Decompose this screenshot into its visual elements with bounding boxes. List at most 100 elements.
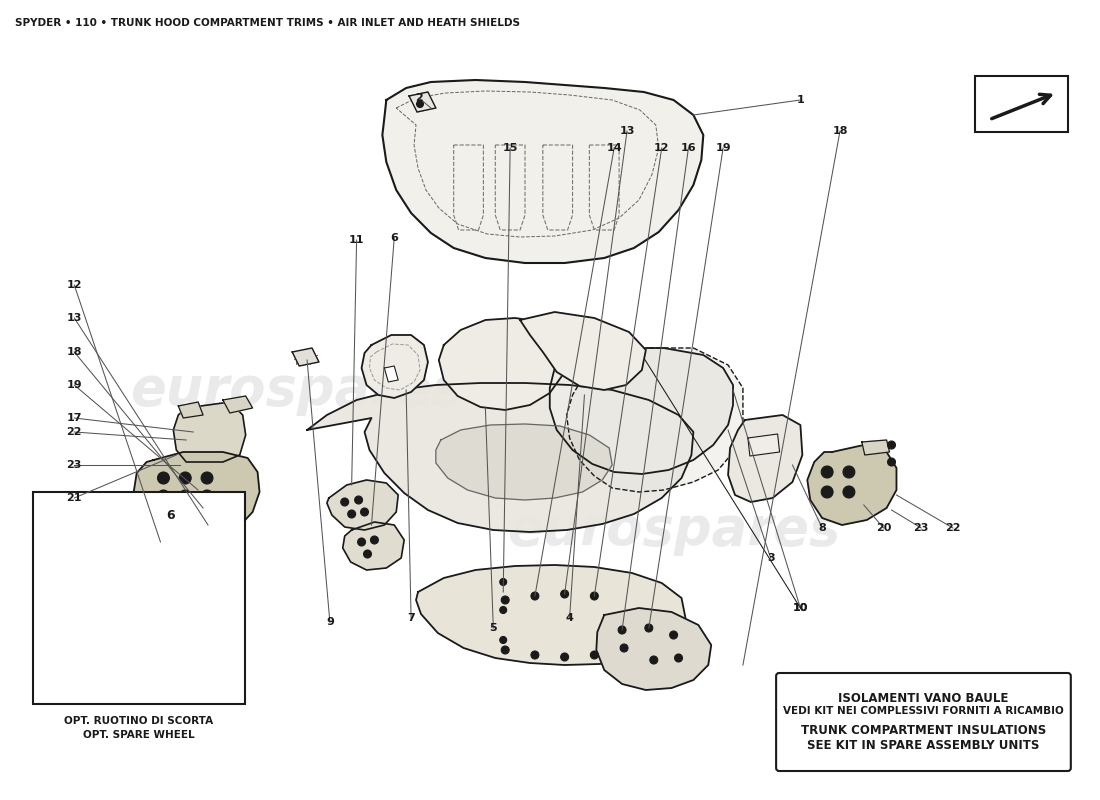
Polygon shape [307, 383, 693, 532]
FancyBboxPatch shape [33, 492, 245, 704]
Circle shape [561, 590, 569, 598]
Text: 14: 14 [606, 143, 621, 153]
Text: 20: 20 [876, 523, 891, 533]
Text: VEDI KIT NEI COMPLESSIVI FORNITI A RICAMBIO: VEDI KIT NEI COMPLESSIVI FORNITI A RICAM… [783, 706, 1064, 716]
Text: eurospares: eurospares [507, 504, 840, 556]
Circle shape [205, 544, 212, 552]
Polygon shape [174, 402, 245, 462]
Text: SEE KIT IN SPARE ASSEMBLY UNITS: SEE KIT IN SPARE ASSEMBLY UNITS [807, 739, 1040, 752]
Text: 5: 5 [490, 623, 497, 633]
Circle shape [499, 637, 507, 643]
Circle shape [645, 624, 652, 632]
Circle shape [201, 472, 213, 484]
Polygon shape [293, 348, 319, 366]
Circle shape [201, 508, 213, 520]
Text: 17: 17 [66, 413, 82, 423]
Text: 18: 18 [66, 347, 82, 357]
Circle shape [179, 472, 191, 484]
Text: eurospares: eurospares [131, 364, 464, 416]
Circle shape [361, 508, 368, 516]
Bar [976, 76, 1068, 132]
Text: TRUNK COMPARTMENT INSULATIONS: TRUNK COMPARTMENT INSULATIONS [801, 724, 1046, 737]
Polygon shape [566, 348, 742, 492]
Circle shape [843, 486, 855, 498]
Polygon shape [550, 348, 733, 474]
Circle shape [348, 510, 355, 518]
Polygon shape [65, 525, 213, 630]
Text: 18: 18 [833, 126, 848, 136]
Text: 6: 6 [166, 509, 175, 522]
Polygon shape [436, 424, 613, 500]
Text: ISOLAMENTI VANO BAULE: ISOLAMENTI VANO BAULE [838, 692, 1009, 705]
Text: 7: 7 [407, 613, 415, 623]
Circle shape [502, 596, 509, 604]
Text: 4: 4 [565, 613, 573, 623]
Text: 9: 9 [326, 617, 333, 627]
Text: 11: 11 [349, 235, 364, 245]
Text: 3: 3 [767, 553, 774, 563]
Text: 10: 10 [793, 603, 808, 613]
Circle shape [502, 646, 509, 654]
Text: 6: 6 [390, 233, 398, 243]
Polygon shape [223, 396, 253, 413]
Polygon shape [327, 480, 398, 530]
Circle shape [591, 592, 598, 600]
Circle shape [179, 508, 191, 520]
Circle shape [650, 656, 658, 664]
Circle shape [417, 101, 424, 107]
Circle shape [670, 631, 678, 639]
Circle shape [531, 651, 539, 659]
Text: 23: 23 [67, 460, 82, 470]
Polygon shape [596, 608, 712, 690]
Circle shape [822, 466, 833, 478]
Text: 13: 13 [619, 126, 635, 136]
Circle shape [157, 472, 169, 484]
Polygon shape [807, 445, 896, 525]
Polygon shape [383, 80, 703, 263]
Text: 13: 13 [67, 313, 82, 323]
Text: 19: 19 [715, 143, 730, 153]
Text: 22: 22 [945, 523, 960, 533]
Text: 8: 8 [818, 523, 826, 533]
Circle shape [201, 490, 213, 502]
Text: 12: 12 [66, 280, 82, 290]
Polygon shape [178, 402, 204, 418]
Circle shape [561, 653, 569, 661]
Circle shape [179, 490, 191, 502]
Text: 2: 2 [415, 93, 422, 103]
Text: 19: 19 [66, 380, 82, 390]
Circle shape [354, 496, 363, 504]
Text: SPYDER • 110 • TRUNK HOOD COMPARTMENT TRIMS • AIR INLET AND HEATH SHIELDS: SPYDER • 110 • TRUNK HOOD COMPARTMENT TR… [15, 18, 520, 28]
Circle shape [531, 592, 539, 600]
Text: 23: 23 [913, 523, 928, 533]
Circle shape [156, 538, 164, 546]
Text: 21: 21 [66, 493, 82, 503]
Circle shape [888, 458, 895, 466]
Polygon shape [134, 452, 260, 540]
Text: OPT. SPARE WHEEL: OPT. SPARE WHEEL [84, 730, 195, 740]
Circle shape [229, 538, 236, 546]
FancyBboxPatch shape [777, 673, 1070, 771]
Circle shape [620, 644, 628, 652]
Circle shape [591, 651, 598, 659]
Polygon shape [728, 415, 802, 502]
Polygon shape [416, 565, 685, 665]
Circle shape [618, 626, 626, 634]
Text: 15: 15 [503, 143, 518, 153]
Circle shape [674, 654, 682, 662]
Text: 16: 16 [681, 143, 696, 153]
Polygon shape [520, 312, 646, 390]
Polygon shape [343, 522, 404, 570]
Circle shape [157, 508, 169, 520]
Circle shape [888, 441, 895, 449]
Circle shape [371, 536, 378, 544]
Circle shape [822, 486, 833, 498]
Circle shape [843, 466, 855, 478]
Text: OPT. RUOTINO DI SCORTA: OPT. RUOTINO DI SCORTA [65, 716, 213, 726]
Polygon shape [384, 366, 398, 382]
Polygon shape [439, 318, 566, 410]
Circle shape [157, 490, 169, 502]
Circle shape [499, 606, 507, 614]
Circle shape [499, 578, 507, 586]
Circle shape [179, 544, 187, 552]
